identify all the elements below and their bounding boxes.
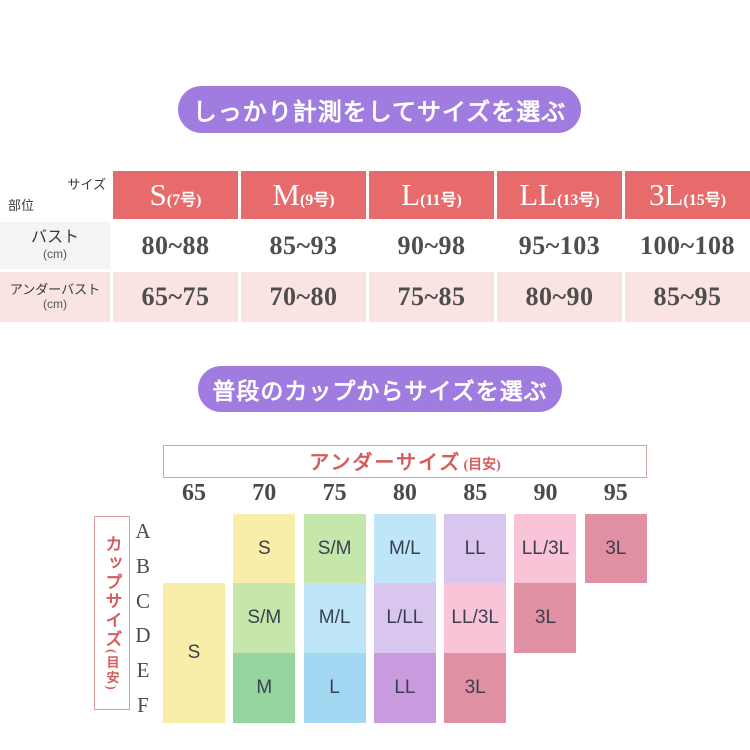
- cup-grid-cell: S: [233, 514, 296, 583]
- cup-grid-cell: 3L: [514, 583, 577, 653]
- under-size-value: 85: [463, 479, 488, 506]
- row-label-bust: バスト (cm): [0, 222, 110, 269]
- section1-title-badge: しっかり計測をしてサイズを選ぶ: [178, 86, 581, 133]
- size-number: (11号): [420, 192, 462, 209]
- cup-grid-cell: M/L: [373, 514, 436, 583]
- size-header-cell: S (7号): [113, 171, 238, 219]
- bust-value-cell: 85~93: [269, 230, 338, 260]
- cup-grid-cell: LL: [373, 653, 436, 723]
- size-header-cell: L (11号): [369, 171, 494, 219]
- size-number: (7号): [166, 192, 202, 209]
- cup-grid-cell: L: [303, 653, 366, 723]
- size-header-cell: M (9号): [241, 171, 366, 219]
- underbust-value-cell: 85~95: [625, 272, 750, 322]
- cup-grid-cell: S/M: [233, 583, 296, 653]
- cup-letter: B: [135, 553, 150, 578]
- cup-letter-axis: A B C D E F: [131, 514, 155, 723]
- underbust-value-cell: 75~85: [369, 272, 494, 322]
- cup-size-grid: S S S/M M S/M M/L L M/L L/LL LL LL LL/3L…: [163, 514, 647, 723]
- under-size-header-box: アンダーサイズ (目安): [163, 445, 647, 478]
- cup-size-title: カップサイズ: [102, 534, 122, 649]
- row-label-text: アンダーバスト: [9, 281, 101, 297]
- underbust-value-cell: 80~90: [497, 272, 622, 322]
- cup-grid-cell: LL/3L: [444, 583, 507, 653]
- size-letter: LL: [519, 177, 558, 212]
- cup-letter: A: [135, 518, 151, 543]
- bust-value-cell: 90~98: [397, 230, 466, 260]
- cup-grid-cell: S/M: [303, 514, 366, 583]
- size-number: (9号): [299, 192, 335, 209]
- under-size-value: 80: [392, 479, 417, 506]
- cup-grid-cell: 3L: [444, 653, 507, 723]
- size-header-cell: LL (13号): [497, 171, 622, 219]
- cup-letter: D: [135, 623, 151, 648]
- bust-value-cell: 100~108: [639, 230, 736, 260]
- row-label-text: バスト: [30, 229, 79, 247]
- row-label-unit: (cm): [43, 246, 67, 261]
- row-label-underbust: アンダーバスト (cm): [0, 272, 110, 322]
- bust-value-cell: 80~88: [141, 230, 210, 260]
- under-size-value: 65: [182, 479, 206, 506]
- cup-grid-cell: S: [163, 583, 225, 723]
- under-size-axis: 65 70 75 80 85 90 95: [163, 479, 647, 507]
- under-size-value: 70: [252, 479, 277, 506]
- underbust-value-cell: 70~80: [241, 272, 366, 322]
- size-letter: M: [272, 177, 300, 212]
- cup-grid-cell: M: [233, 653, 296, 723]
- under-size-note: (目安): [463, 458, 501, 473]
- size-number: (13号): [557, 192, 600, 209]
- cup-size-note: (目安): [104, 648, 120, 692]
- under-size-title: アンダーサイズ: [309, 452, 462, 474]
- under-size-value: 95: [603, 479, 628, 506]
- under-size-value: 90: [533, 479, 558, 506]
- bust-value-cell: 95~103: [518, 230, 601, 260]
- size-header-cell: 3L (15号): [625, 171, 750, 219]
- row-label-unit: (cm): [43, 296, 67, 311]
- cup-letter: C: [135, 588, 150, 613]
- cup-grid-cell: M/L: [303, 583, 366, 653]
- cup-grid-cell: L/LL: [373, 583, 436, 653]
- size-number: (15号): [683, 192, 727, 209]
- table-corner-cell: サイズ 部位: [0, 171, 110, 219]
- corner-size-label: サイズ: [67, 177, 106, 192]
- cup-size-header-box: カップサイズ (目安): [94, 516, 130, 710]
- underbust-value-cell: 65~75: [113, 272, 238, 322]
- corner-part-label: 部位: [8, 198, 35, 213]
- under-size-value: 75: [322, 479, 347, 506]
- cup-letter: E: [136, 658, 150, 683]
- cup-grid-cell: 3L: [584, 514, 647, 583]
- size-table: サイズ 部位 S (7号) M (9号) L (11号) LL (13号) 3L…: [0, 171, 750, 322]
- cup-letter: F: [137, 693, 149, 718]
- size-letter: S: [149, 177, 167, 212]
- cup-grid-cell: LL: [444, 514, 507, 583]
- size-letter: L: [401, 177, 421, 212]
- cup-grid-cell: LL/3L: [514, 514, 577, 583]
- size-letter: 3L: [648, 177, 684, 212]
- section2-title-badge: 普段のカップからサイズを選ぶ: [198, 366, 562, 412]
